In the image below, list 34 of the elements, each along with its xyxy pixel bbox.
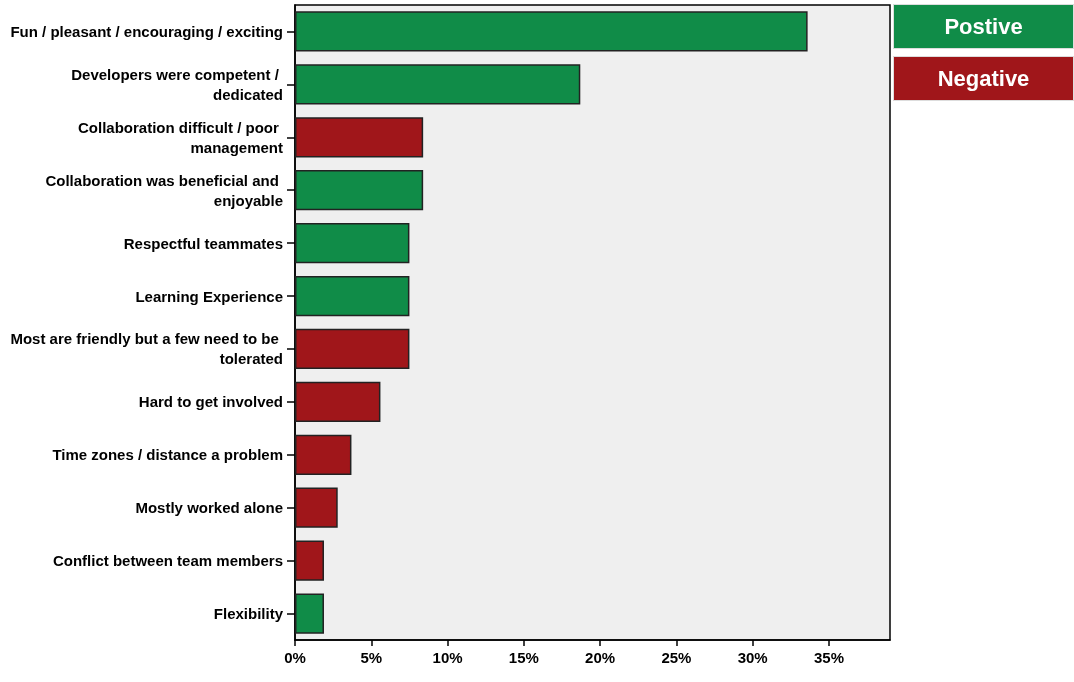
bar	[295, 540, 324, 581]
x-tick-label: 30%	[737, 649, 768, 666]
y-tick-label: Respectful teammates	[123, 234, 283, 252]
x-tick-label: 35%	[813, 649, 844, 666]
bar	[295, 64, 581, 105]
bar	[295, 11, 808, 52]
y-tick-label: Time zones / distance a problem	[52, 446, 283, 464]
bar	[295, 434, 352, 475]
text: Postive	[944, 14, 1023, 39]
x-tick-label: 25%	[661, 649, 692, 666]
text: Negative	[937, 66, 1030, 91]
bar	[295, 487, 338, 528]
y-tick-label: Collaboration difficult / poor management	[78, 118, 283, 156]
y-tick-label: Developers were competent / dedicated	[71, 65, 283, 103]
bar	[295, 328, 410, 370]
bar	[295, 593, 324, 634]
bar	[295, 275, 410, 317]
y-tick-label: Conflict between team members	[52, 552, 283, 570]
x-tick-label: 10%	[432, 649, 463, 666]
y-tick-label: Mostly worked alone	[135, 499, 283, 517]
x-tick-label: 20%	[585, 649, 616, 666]
y-tick-label: Hard to get involved	[138, 393, 283, 411]
y-tick-label: Flexibility	[213, 605, 284, 623]
y-tick-label: Fun / pleasant / encouraging / exciting	[10, 22, 283, 40]
x-tick-label: 15%	[508, 649, 539, 666]
y-tick-label: Most are friendly but a few need to be tolerated	[10, 330, 283, 368]
x-tick-label: 5%	[360, 649, 383, 666]
bar	[295, 381, 381, 422]
bar	[295, 223, 410, 264]
bar	[295, 170, 424, 211]
bar	[295, 117, 424, 158]
x-tick-label: 0%	[284, 649, 306, 666]
y-tick-label: Collaboration was beneficial and enjoyable	[45, 171, 283, 209]
y-tick-label: Learning Experience	[135, 287, 283, 305]
